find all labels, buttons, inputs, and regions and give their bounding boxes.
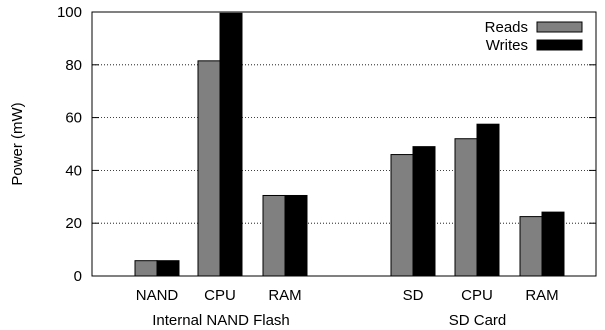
- bar-writes-internal-nand-flash-cpu: [219, 12, 243, 277]
- bar-reads-sd-card-sd: [390, 154, 414, 277]
- axis-labels: 0 20 40 60 80 100 NAND CPU RAM Internal NAND Flas…: [57, 4, 559, 329]
- x-tick-label: CPU: [461, 287, 493, 304]
- y-tick-label: 80: [65, 57, 82, 74]
- legend-label: Reads: [485, 19, 528, 36]
- bar-reads-internal-nand-flash-ram: [262, 194, 286, 277]
- x-tick-label: CPU: [204, 287, 236, 304]
- bar-reads-sd-card-cpu: [454, 138, 478, 277]
- y-axis-title: Power (mW): [9, 102, 26, 185]
- x-tick-label: RAM: [525, 287, 558, 304]
- bar-writes-sd-card-cpu: [476, 123, 500, 277]
- legend-label: Writes: [486, 37, 528, 54]
- bar-writes-sd-card-ram: [541, 211, 565, 277]
- x-tick-label: SD: [403, 287, 424, 304]
- x-tick-label: NAND: [136, 287, 179, 304]
- y-tick-label: 100: [57, 4, 82, 21]
- legend-swatch-reads: [536, 21, 583, 33]
- bar-writes-sd-card-sd: [412, 146, 436, 277]
- axis-ticks: [92, 11, 596, 277]
- group-label: SD Card: [449, 312, 507, 329]
- bar-reads-internal-nand-flash-nand: [134, 260, 158, 277]
- bar-writes-internal-nand-flash-nand: [156, 260, 180, 277]
- group-label: Internal NAND Flash: [152, 312, 290, 329]
- plot-frame: [91, 11, 597, 277]
- bar-reads-internal-nand-flash-cpu: [197, 60, 221, 277]
- bars: [134, 12, 565, 277]
- y-tick-label: 60: [65, 110, 82, 127]
- x-tick-label: RAM: [268, 287, 301, 304]
- y-tick-label: 40: [65, 162, 82, 179]
- y-tick-label: 20: [65, 215, 82, 232]
- legend-swatch-writes: [536, 39, 583, 51]
- y-tick-label: 0: [74, 268, 82, 285]
- bar-writes-internal-nand-flash-ram: [284, 194, 308, 277]
- bar-reads-sd-card-ram: [519, 216, 543, 277]
- gridlines: [92, 64, 596, 224]
